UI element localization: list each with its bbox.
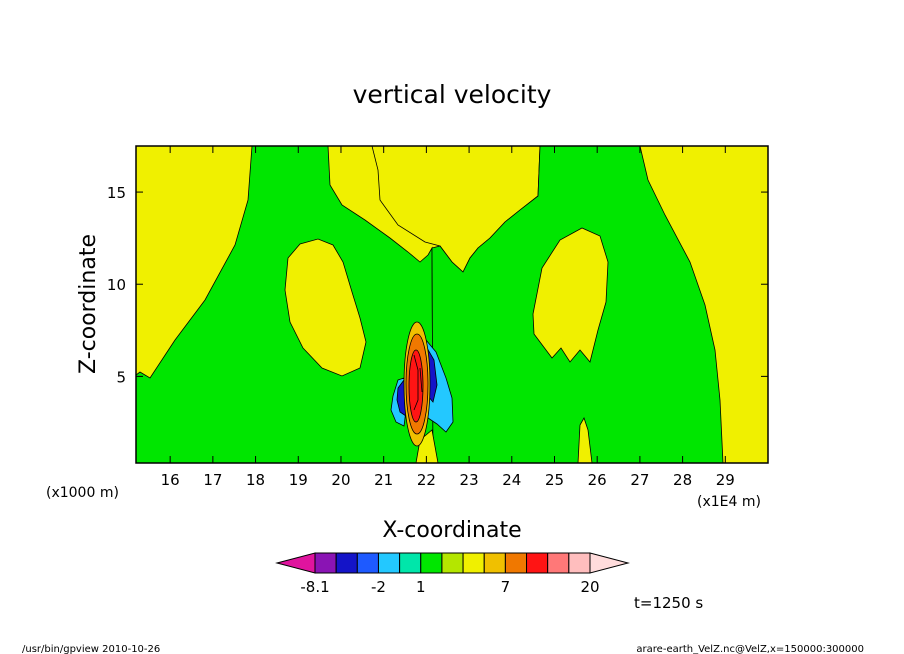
x-tick-label: 21: [374, 471, 393, 489]
y-tick-label: 10: [107, 276, 126, 294]
colorbar-cell: [356, 552, 379, 574]
x-unit-left: (x1000 m): [46, 485, 119, 501]
x-axis-label: X-coordinate: [382, 518, 521, 543]
colorbar-tick-label: 1: [416, 578, 426, 596]
colorbar-cell: [504, 552, 528, 574]
y-tick-label: 5: [116, 368, 126, 386]
colorbar: [275, 552, 630, 574]
colorbar-cell: [568, 552, 591, 574]
x-tick-label: 20: [331, 471, 350, 489]
footer-right: arare-earth_VelZ.nc@VelZ,x=150000:300000: [636, 644, 864, 654]
yellow-blob-left: [284, 238, 367, 377]
x-tick-label: 23: [460, 471, 479, 489]
colorbar-cell: [335, 552, 358, 574]
colorbar-tick-label: 7: [501, 578, 511, 596]
x-tick-label: 17: [203, 471, 222, 489]
yellow-blob-right: [532, 227, 609, 363]
yellow-lobe-lower-right: [415, 429, 439, 463]
x-tick-label: 19: [289, 471, 308, 489]
x-tick-label: 24: [502, 471, 521, 489]
x-tick-label: 26: [588, 471, 607, 489]
colorbar-tick-label: 20: [580, 578, 599, 596]
colorbar-cell: [462, 552, 485, 574]
x-axis-ticks: 16 17 18 19 20 21 22 23 24 25 26 27 28 29: [161, 146, 735, 489]
y-axis-ticks: 5 10 15: [107, 184, 768, 386]
y-axis-label: Z-coordinate: [76, 234, 101, 374]
x-tick-label: 29: [716, 471, 735, 489]
colorbar-labels: -8.1 -2 1 7 20: [300, 578, 599, 596]
plot-frame: [135, 145, 769, 464]
x-unit-right: (x1E4 m): [697, 494, 761, 510]
colorbar-cell: [441, 552, 464, 574]
x-tick-label: 22: [417, 471, 436, 489]
footer-left: /usr/bin/gpview 2010-10-26: [22, 644, 160, 654]
x-tick-label: 16: [161, 471, 180, 489]
colorbar-cell: [314, 552, 337, 574]
colorbar-cell: [377, 552, 401, 574]
colorbar-right-triangle: [589, 552, 630, 574]
colorbar-left-triangle: [275, 552, 316, 574]
green-region-left: [136, 146, 434, 463]
colorbar-cell: [420, 552, 443, 574]
x-tick-label: 28: [673, 471, 692, 489]
yellow-spike-bottom: [577, 417, 593, 463]
colorbar-cell: [526, 552, 549, 574]
colorbar-cell: [399, 552, 422, 574]
colorbar-cell: [483, 552, 506, 574]
colorbar-tick-label: -8.1: [300, 578, 329, 596]
contour-plot: [136, 146, 768, 463]
red-core: [408, 349, 424, 423]
x-tick-label: 18: [246, 471, 265, 489]
black-contour-center: [413, 354, 423, 411]
y-tick-label: 15: [107, 184, 126, 202]
chart-title: vertical velocity: [353, 80, 552, 109]
colorbar-tick-label: -2: [371, 578, 386, 596]
time-label: t=1250 s: [634, 594, 703, 612]
x-tick-label: 27: [630, 471, 649, 489]
x-tick-label: 25: [545, 471, 564, 489]
colorbar-cell: [547, 552, 570, 574]
